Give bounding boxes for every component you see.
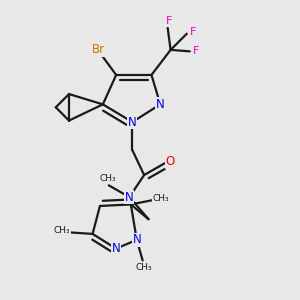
Text: CH₃: CH₃	[153, 194, 169, 203]
Text: CH₃: CH₃	[54, 226, 70, 236]
Text: F: F	[190, 27, 196, 37]
Text: CH₃: CH₃	[136, 263, 152, 272]
Text: N: N	[128, 116, 137, 128]
Text: F: F	[166, 16, 172, 26]
Text: O: O	[165, 155, 175, 168]
Text: F: F	[193, 46, 200, 56]
Text: CH₃: CH₃	[100, 174, 116, 183]
Text: N: N	[125, 190, 134, 204]
Text: N: N	[112, 242, 121, 255]
Text: N: N	[132, 233, 141, 246]
Text: Br: Br	[92, 43, 105, 56]
Text: N: N	[156, 98, 165, 111]
